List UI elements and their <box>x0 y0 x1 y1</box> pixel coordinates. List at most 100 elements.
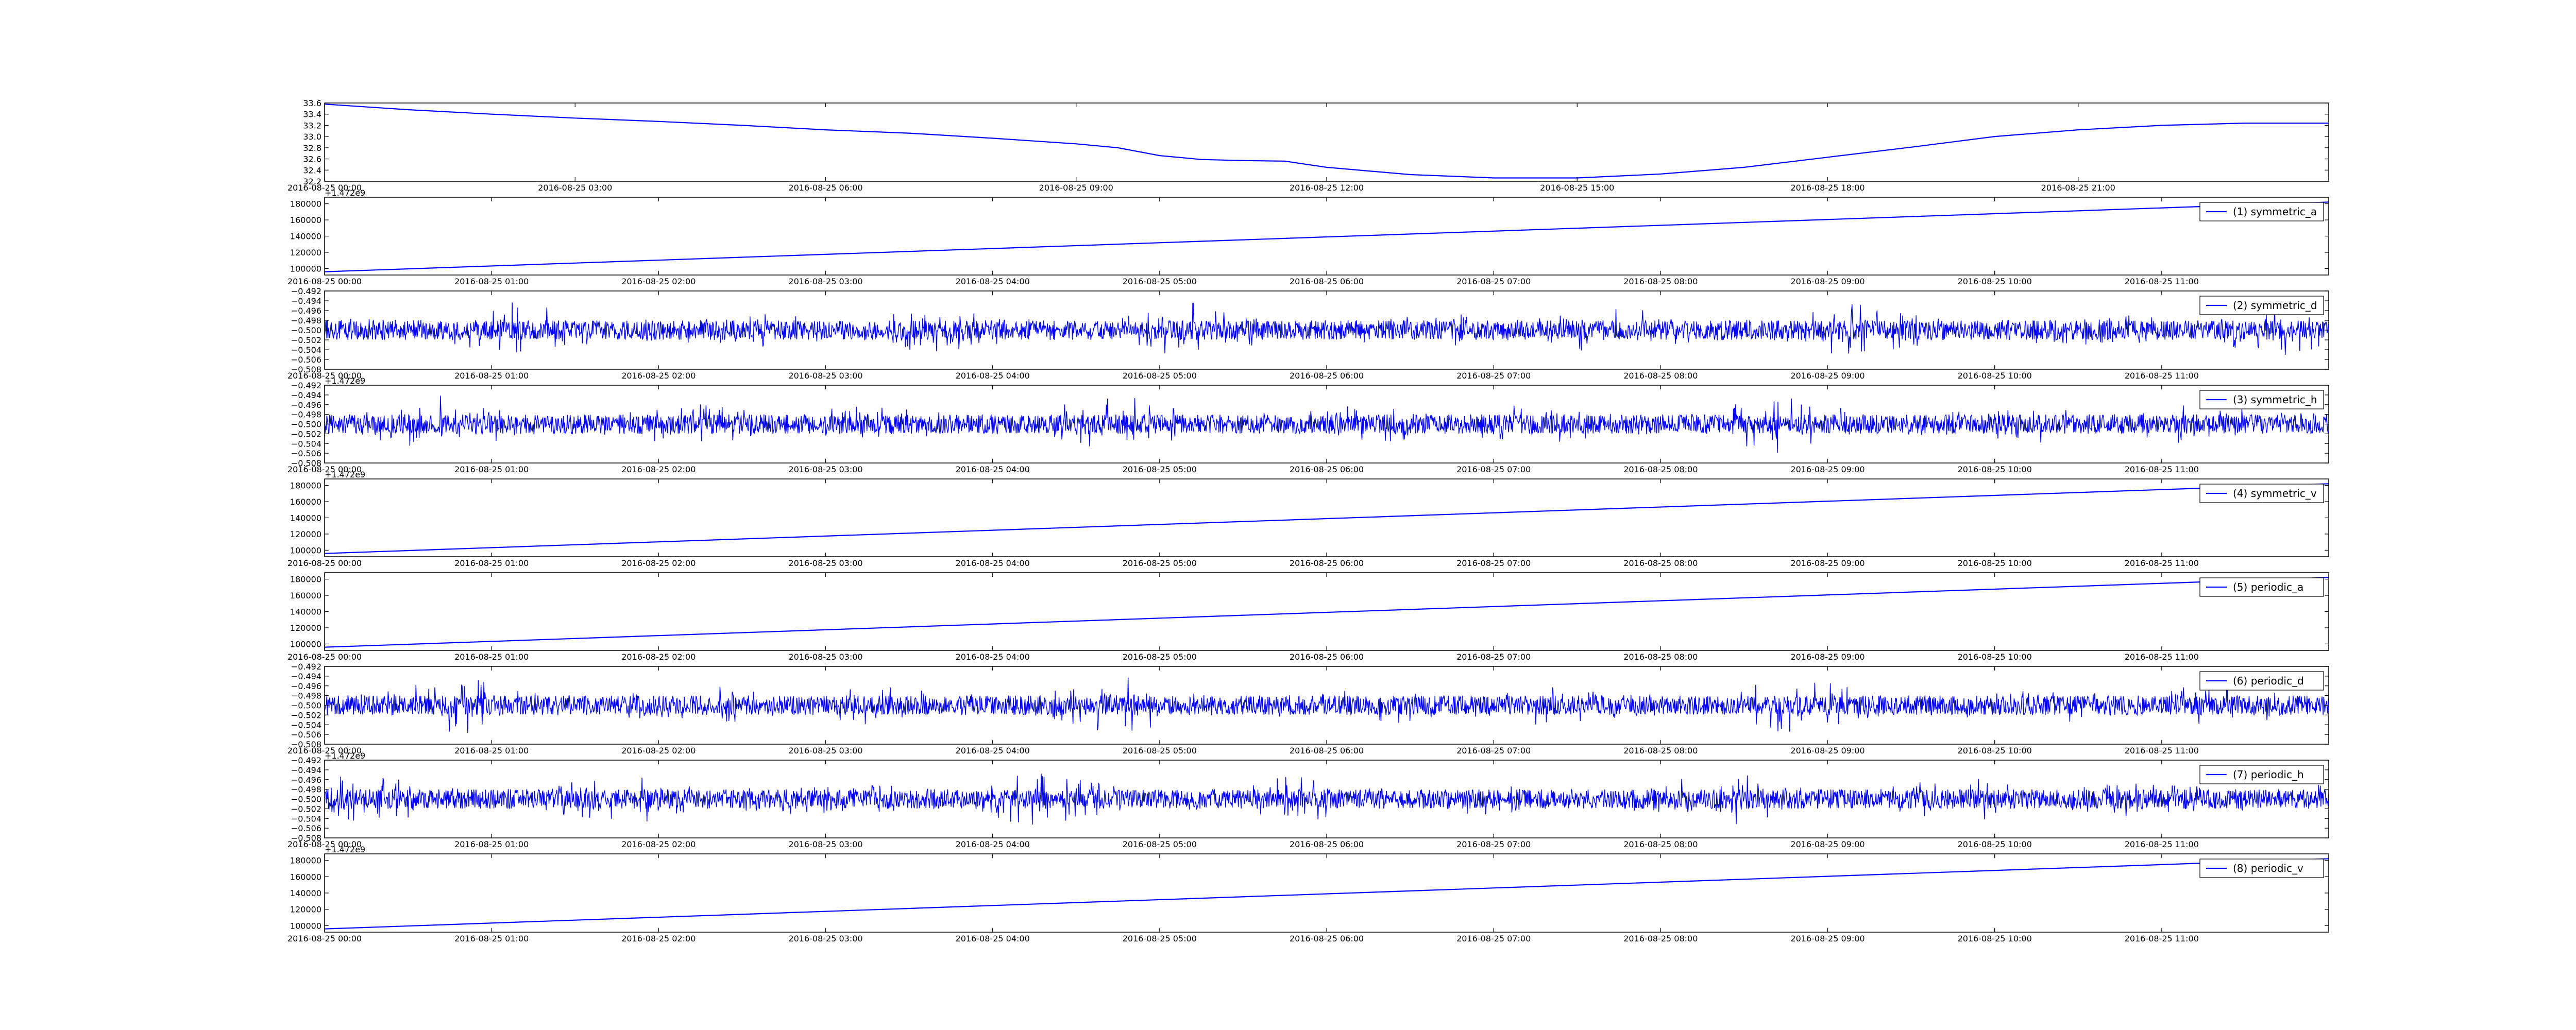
series-line-4-1 <box>325 396 2329 453</box>
x-tick-label: 2016-08-25 04:00 <box>956 371 1030 381</box>
y-tick-label: 32.8 <box>303 143 321 153</box>
subplot-4: −0.508−0.506−0.504−0.502−0.500−0.498−0.4… <box>287 376 2329 474</box>
series-line-3-1 <box>325 302 2329 355</box>
y-tick-label: 33.2 <box>303 121 321 130</box>
y-tick-label: 33.6 <box>303 98 321 108</box>
x-tick-label: 2016-08-25 00:00 <box>287 465 362 474</box>
x-tick-label: 2016-08-25 21:00 <box>2041 183 2115 193</box>
x-tick-label: 2016-08-25 08:00 <box>1623 934 1698 943</box>
y-tick-label: −0.492 <box>291 381 321 390</box>
y-tick-label: −0.504 <box>291 345 321 355</box>
y-tick-label: 160000 <box>290 591 321 600</box>
x-tick-label: 2016-08-25 11:00 <box>2125 277 2199 286</box>
y-tick-label: −0.500 <box>291 325 321 335</box>
x-tick-label: 2016-08-25 00:00 <box>287 652 362 662</box>
x-tick-label: 2016-08-25 03:00 <box>788 746 862 756</box>
x-tick-label: 2016-08-25 10:00 <box>1958 934 2032 943</box>
x-tick-label: 2016-08-25 02:00 <box>621 934 696 943</box>
x-tick-label: 2016-08-25 11:00 <box>2125 839 2199 849</box>
y-tick-label: −0.500 <box>291 420 321 430</box>
y-tick-label: 100000 <box>290 545 321 555</box>
y-tick-label: −0.506 <box>291 355 321 365</box>
y-tick-label: 160000 <box>290 497 321 507</box>
x-tick-label: 2016-08-25 05:00 <box>1123 465 1197 474</box>
x-tick-label: 2016-08-25 07:00 <box>1456 652 1531 662</box>
y-tick-label: −0.502 <box>291 335 321 345</box>
x-tick-label: 2016-08-25 09:00 <box>1039 183 1113 193</box>
y-tick-label: −0.496 <box>291 306 321 316</box>
x-tick-label: 2016-08-25 02:00 <box>621 371 696 381</box>
y-tick-label: 180000 <box>290 481 321 491</box>
series-line-7-1 <box>325 677 2329 733</box>
x-tick-label: 2016-08-25 01:00 <box>454 839 529 849</box>
x-tick-label: 2016-08-25 09:00 <box>1790 746 1865 756</box>
legend-label: (4) symmetric_v <box>2233 487 2317 500</box>
y-tick-label: 33.4 <box>303 110 321 119</box>
y-tick-label: 180000 <box>290 575 321 585</box>
y-tick-label: −0.502 <box>291 710 321 720</box>
y-offset-label: +1.472e9 <box>325 751 365 761</box>
x-tick-label: 2016-08-25 05:00 <box>1123 652 1197 662</box>
y-tick-label: −0.502 <box>291 429 321 439</box>
y-tick-label: 160000 <box>290 872 321 882</box>
x-tick-label: 2016-08-25 08:00 <box>1623 277 1698 286</box>
y-tick-label: −0.496 <box>291 775 321 785</box>
x-tick-label: 2016-08-25 01:00 <box>454 277 529 286</box>
x-tick-label: 2016-08-25 03:00 <box>788 558 862 568</box>
x-tick-label: 2016-08-25 03:00 <box>788 465 862 474</box>
y-tick-label: −0.498 <box>291 410 321 420</box>
y-tick-label: 140000 <box>290 513 321 523</box>
x-tick-label: 2016-08-25 03:00 <box>788 652 862 662</box>
y-tick-label: −0.492 <box>291 662 321 672</box>
y-tick-label: −0.506 <box>291 449 321 458</box>
x-tick-label: 2016-08-25 01:00 <box>454 652 529 662</box>
x-tick-label: 2016-08-25 07:00 <box>1456 371 1531 381</box>
y-tick-label: −0.508 <box>291 740 321 749</box>
legend: (7) periodic_h <box>2199 765 2324 784</box>
y-tick-label: −0.494 <box>291 672 321 681</box>
y-tick-label: −0.508 <box>291 458 321 468</box>
y-tick-label: −0.492 <box>291 286 321 296</box>
axes-frame <box>324 853 2329 933</box>
legend: (6) periodic_d <box>2199 671 2324 691</box>
x-tick-label: 2016-08-25 06:00 <box>1290 839 1364 849</box>
y-tick-label: 120000 <box>290 529 321 539</box>
y-tick-label: −0.506 <box>291 823 321 833</box>
x-tick-label: 2016-08-25 09:00 <box>1790 371 1865 381</box>
x-tick-label: 2016-08-25 07:00 <box>1456 934 1531 943</box>
x-tick-label: 2016-08-25 00:00 <box>287 183 362 193</box>
y-tick-label: −0.496 <box>291 400 321 410</box>
legend-label: (2) symmetric_d <box>2233 299 2317 312</box>
subplot-3: −0.508−0.506−0.504−0.502−0.500−0.498−0.4… <box>287 286 2329 381</box>
x-tick-label: 2016-08-25 06:00 <box>788 183 862 193</box>
y-tick-label: −0.504 <box>291 439 321 449</box>
x-tick-label: 2016-08-25 03:00 <box>538 183 612 193</box>
x-tick-label: 2016-08-25 10:00 <box>1958 277 2032 286</box>
x-tick-label: 2016-08-25 06:00 <box>1290 465 1364 474</box>
x-tick-label: 2016-08-25 08:00 <box>1623 746 1698 756</box>
x-tick-label: 2016-08-25 08:00 <box>1623 465 1698 474</box>
x-tick-label: 2016-08-25 04:00 <box>956 839 1030 849</box>
axes-frame <box>324 478 2329 557</box>
series-line-5-1 <box>325 483 2329 554</box>
x-tick-label: 2016-08-25 11:00 <box>2125 746 2199 756</box>
y-tick-label: −0.506 <box>291 730 321 740</box>
y-tick-label: 32.2 <box>303 177 321 186</box>
y-tick-label: 32.6 <box>303 154 321 164</box>
legend-label: (7) periodic_h <box>2233 768 2304 781</box>
x-tick-label: 2016-08-25 01:00 <box>454 746 529 756</box>
y-tick-label: −0.498 <box>291 785 321 795</box>
legend: (4) symmetric_v <box>2199 484 2324 503</box>
x-tick-label: 2016-08-25 07:00 <box>1456 277 1531 286</box>
y-tick-label: −0.508 <box>291 365 321 374</box>
x-tick-label: 2016-08-25 06:00 <box>1290 746 1364 756</box>
series-line-9-1 <box>325 858 2329 930</box>
y-offset-label: +1.472e9 <box>325 188 365 198</box>
x-tick-label: 2016-08-25 10:00 <box>1958 839 2032 849</box>
legend-label: (1) symmetric_a <box>2233 205 2317 218</box>
x-tick-label: 2016-08-25 00:00 <box>287 746 362 756</box>
legend: (1) symmetric_a <box>2199 202 2324 221</box>
x-tick-label: 2016-08-25 06:00 <box>1290 934 1364 943</box>
legend: (5) periodic_a <box>2199 577 2324 597</box>
